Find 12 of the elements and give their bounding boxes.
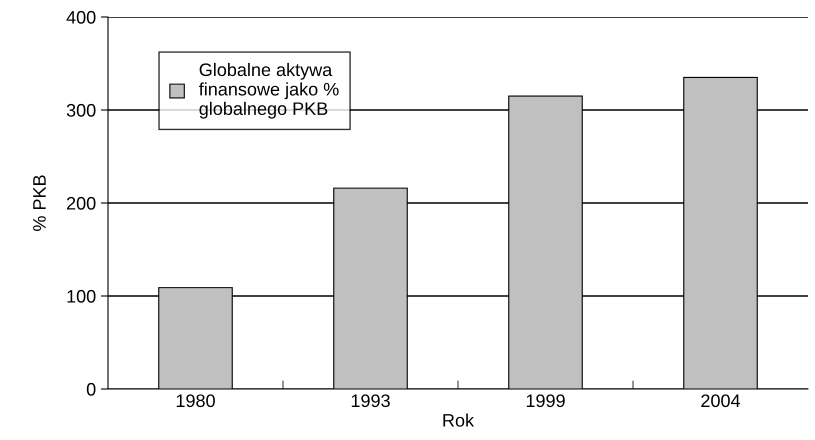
legend-label: Globalne aktywa finansowe jako % globalnego PKB: [199, 62, 339, 119]
y-tick-label: 0: [86, 382, 96, 396]
y-tick-label: 100: [67, 290, 96, 303]
x-tick-label: 1980: [176, 394, 215, 408]
y-tick-label: 200: [66, 196, 96, 210]
x-tick-label: 2004: [701, 394, 740, 408]
y-axis-title: % PKB: [33, 175, 46, 231]
x-tick-label: 1999: [526, 394, 565, 408]
y-tick-label: 400: [66, 10, 96, 24]
y-tick-label: 300: [66, 104, 96, 117]
x-axis-title: Rok: [443, 413, 474, 427]
x-tick-label: 1993: [352, 394, 390, 408]
